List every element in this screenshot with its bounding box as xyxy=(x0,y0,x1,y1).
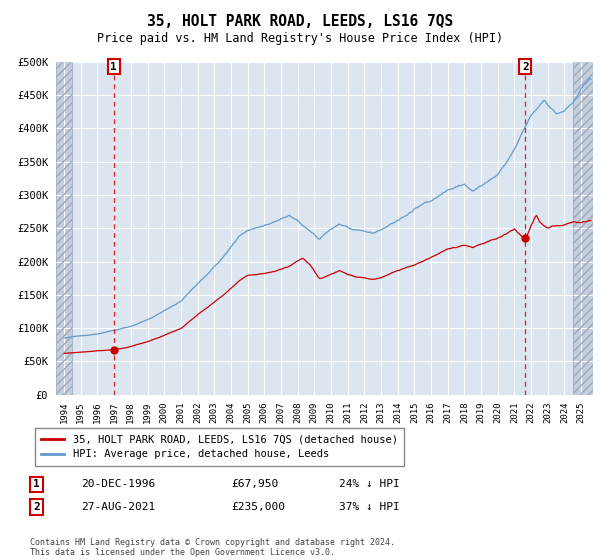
Bar xyxy=(56,62,73,395)
Legend: 35, HOLT PARK ROAD, LEEDS, LS16 7QS (detached house), HPI: Average price, detach: 35, HOLT PARK ROAD, LEEDS, LS16 7QS (det… xyxy=(35,428,404,466)
Bar xyxy=(573,62,593,395)
Bar xyxy=(56,62,73,395)
Text: 1: 1 xyxy=(33,479,40,489)
Text: 2: 2 xyxy=(522,62,529,72)
Text: 2: 2 xyxy=(33,502,40,512)
Text: 1: 1 xyxy=(110,62,117,72)
Text: £235,000: £235,000 xyxy=(231,502,285,512)
Text: 37% ↓ HPI: 37% ↓ HPI xyxy=(339,502,400,512)
Text: Contains HM Land Registry data © Crown copyright and database right 2024.
This d: Contains HM Land Registry data © Crown c… xyxy=(30,538,395,557)
Text: £67,950: £67,950 xyxy=(231,479,278,489)
Text: Price paid vs. HM Land Registry's House Price Index (HPI): Price paid vs. HM Land Registry's House … xyxy=(97,32,503,45)
Text: 24% ↓ HPI: 24% ↓ HPI xyxy=(339,479,400,489)
Text: 35, HOLT PARK ROAD, LEEDS, LS16 7QS: 35, HOLT PARK ROAD, LEEDS, LS16 7QS xyxy=(147,14,453,29)
Text: 27-AUG-2021: 27-AUG-2021 xyxy=(81,502,155,512)
Text: 20-DEC-1996: 20-DEC-1996 xyxy=(81,479,155,489)
Bar xyxy=(573,62,593,395)
